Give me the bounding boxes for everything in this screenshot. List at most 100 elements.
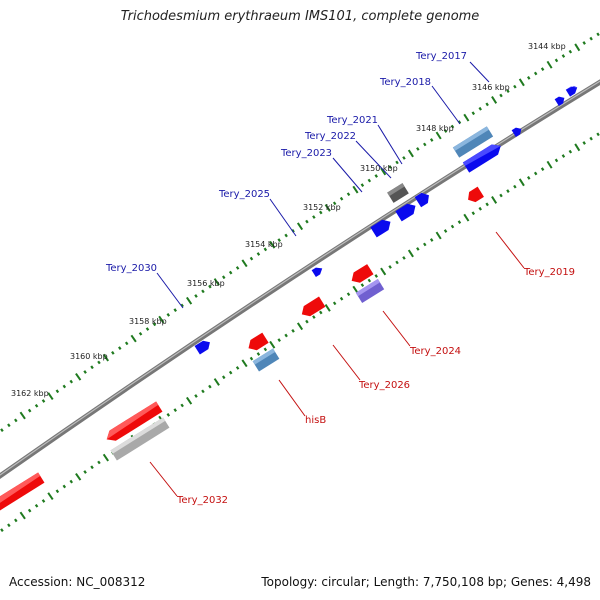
leader-line-tery-2030 <box>156 272 184 309</box>
gene-feature-forward <box>462 144 501 173</box>
ruler-tick <box>499 193 503 198</box>
leader-lines <box>149 61 525 497</box>
ruler-tick <box>395 260 399 265</box>
ruler-tick <box>102 353 110 362</box>
gene-feature-reverse <box>106 401 163 441</box>
ruler-tick <box>478 106 482 111</box>
gene-label-tery-2030: Tery_2030 <box>105 263 157 274</box>
reverse-strand-features <box>0 186 484 512</box>
ruler-tick <box>27 508 32 513</box>
gene-label-tery-2024: Tery_2024 <box>409 346 461 357</box>
ruler-tick <box>352 185 359 194</box>
gene-feature-tery-2021 <box>414 192 429 208</box>
ruler-tick <box>463 113 470 122</box>
ruler-tick <box>213 378 220 386</box>
ruler-tick <box>7 523 11 528</box>
ruler-tick <box>395 160 399 165</box>
ruler-tick <box>241 259 248 268</box>
ruler-tick <box>513 184 517 189</box>
ruler-tick <box>402 156 406 160</box>
ruler-tick <box>518 178 525 187</box>
ruler-tick <box>332 201 337 206</box>
ruler-tick <box>596 32 600 37</box>
ruler-tick <box>402 256 406 260</box>
leader-line-tery-2018 <box>431 85 461 125</box>
ruler-tick <box>130 334 137 343</box>
ruler-tick <box>554 58 559 63</box>
gene-feature-tery-2018 <box>452 126 494 158</box>
ruler-tick <box>443 229 448 233</box>
ruler-tick <box>346 192 351 197</box>
gene-label-tery-2025: Tery_2025 <box>218 189 270 200</box>
ruler-label-3160: 3160 kbp <box>70 352 108 361</box>
ruler-tick <box>339 296 344 301</box>
leader-line-hisb <box>278 379 306 417</box>
leader-line-tery-2024 <box>382 310 411 347</box>
ruler-label-3148: 3148 kbp <box>416 124 454 133</box>
ruler-tick <box>443 129 448 133</box>
leader-line-tery-2022 <box>355 140 392 179</box>
ruler-tick <box>47 392 54 400</box>
leader-line-tery-2017 <box>469 61 490 83</box>
ruler-tick <box>158 315 165 324</box>
ruler-tick <box>83 470 87 474</box>
gene-label-hisb: hisB <box>305 415 326 426</box>
ruler-tick <box>97 360 101 365</box>
ruler-tick <box>582 141 586 145</box>
leader-line-tery-2021 <box>377 124 403 165</box>
gene-feature-hisb <box>252 348 280 372</box>
ruler-tick <box>249 256 254 261</box>
ruler-tick <box>7 423 11 428</box>
ruler-tick <box>471 211 476 216</box>
ruler-tick <box>284 333 288 338</box>
ruler-tick <box>14 418 18 423</box>
gene-label-tery-2022: Tery_2022 <box>304 131 356 142</box>
ruler-tick <box>518 78 525 87</box>
ruler-tick <box>561 154 566 158</box>
ruler-tick <box>14 518 18 523</box>
ruler-tick <box>180 403 184 408</box>
ruler-tick <box>166 412 171 417</box>
ruler-tick <box>263 347 268 352</box>
ruler-tick <box>457 120 462 124</box>
ruler-tick <box>450 224 455 229</box>
accession-text: Accession: NC_008312 <box>9 575 146 589</box>
ruler-tick <box>201 289 205 294</box>
ruler-tick <box>194 294 198 298</box>
gene-label-tery-2017: Tery_2017 <box>415 51 467 62</box>
ruler-tick <box>27 408 32 413</box>
ruler-tick <box>0 528 4 532</box>
ruler-tick <box>296 322 304 331</box>
ruler-tick <box>296 222 304 231</box>
ruler-tick <box>277 238 281 242</box>
ruler-tick <box>527 176 531 180</box>
ruler-tick <box>62 384 67 389</box>
ruler-tick <box>69 379 74 384</box>
gene-label-tery-2018: Tery_2018 <box>379 77 431 88</box>
ruler-tick <box>435 231 442 240</box>
ruler-labels: 3144 kbp 3146 kbp 3148 kbp 3150 kbp 3152… <box>11 42 566 398</box>
ruler-tick <box>596 132 600 137</box>
ruler-outer-ticks <box>0 32 600 432</box>
gene-feature-reverse <box>351 264 374 283</box>
gene-labels: Tery_2017 Tery_2018 Tery_2021 Tery_2022 … <box>105 51 575 506</box>
ruler-tick <box>186 296 193 305</box>
ruler-tick <box>201 389 205 394</box>
ruler-label-3162: 3162 kbp <box>11 389 49 398</box>
ruler-tick <box>457 220 462 224</box>
leader-line-tery-2026 <box>332 344 361 381</box>
ruler-tick <box>19 511 26 520</box>
ruler-tick <box>124 341 129 346</box>
ruler-tick <box>533 171 538 176</box>
ruler-tick <box>589 36 593 41</box>
ruler-tick <box>55 489 60 494</box>
ruler-tick <box>380 167 387 176</box>
ruler-label-3146: 3146 kbp <box>472 83 510 92</box>
gene-feature-forward <box>565 85 578 97</box>
ruler-tick <box>429 238 434 242</box>
ruler-tick <box>90 365 94 370</box>
gene-label-tery-2026: Tery_2026 <box>358 380 410 391</box>
ruler-tick <box>75 372 82 381</box>
ruler-tick <box>346 292 351 297</box>
ruler-tick <box>416 147 420 151</box>
